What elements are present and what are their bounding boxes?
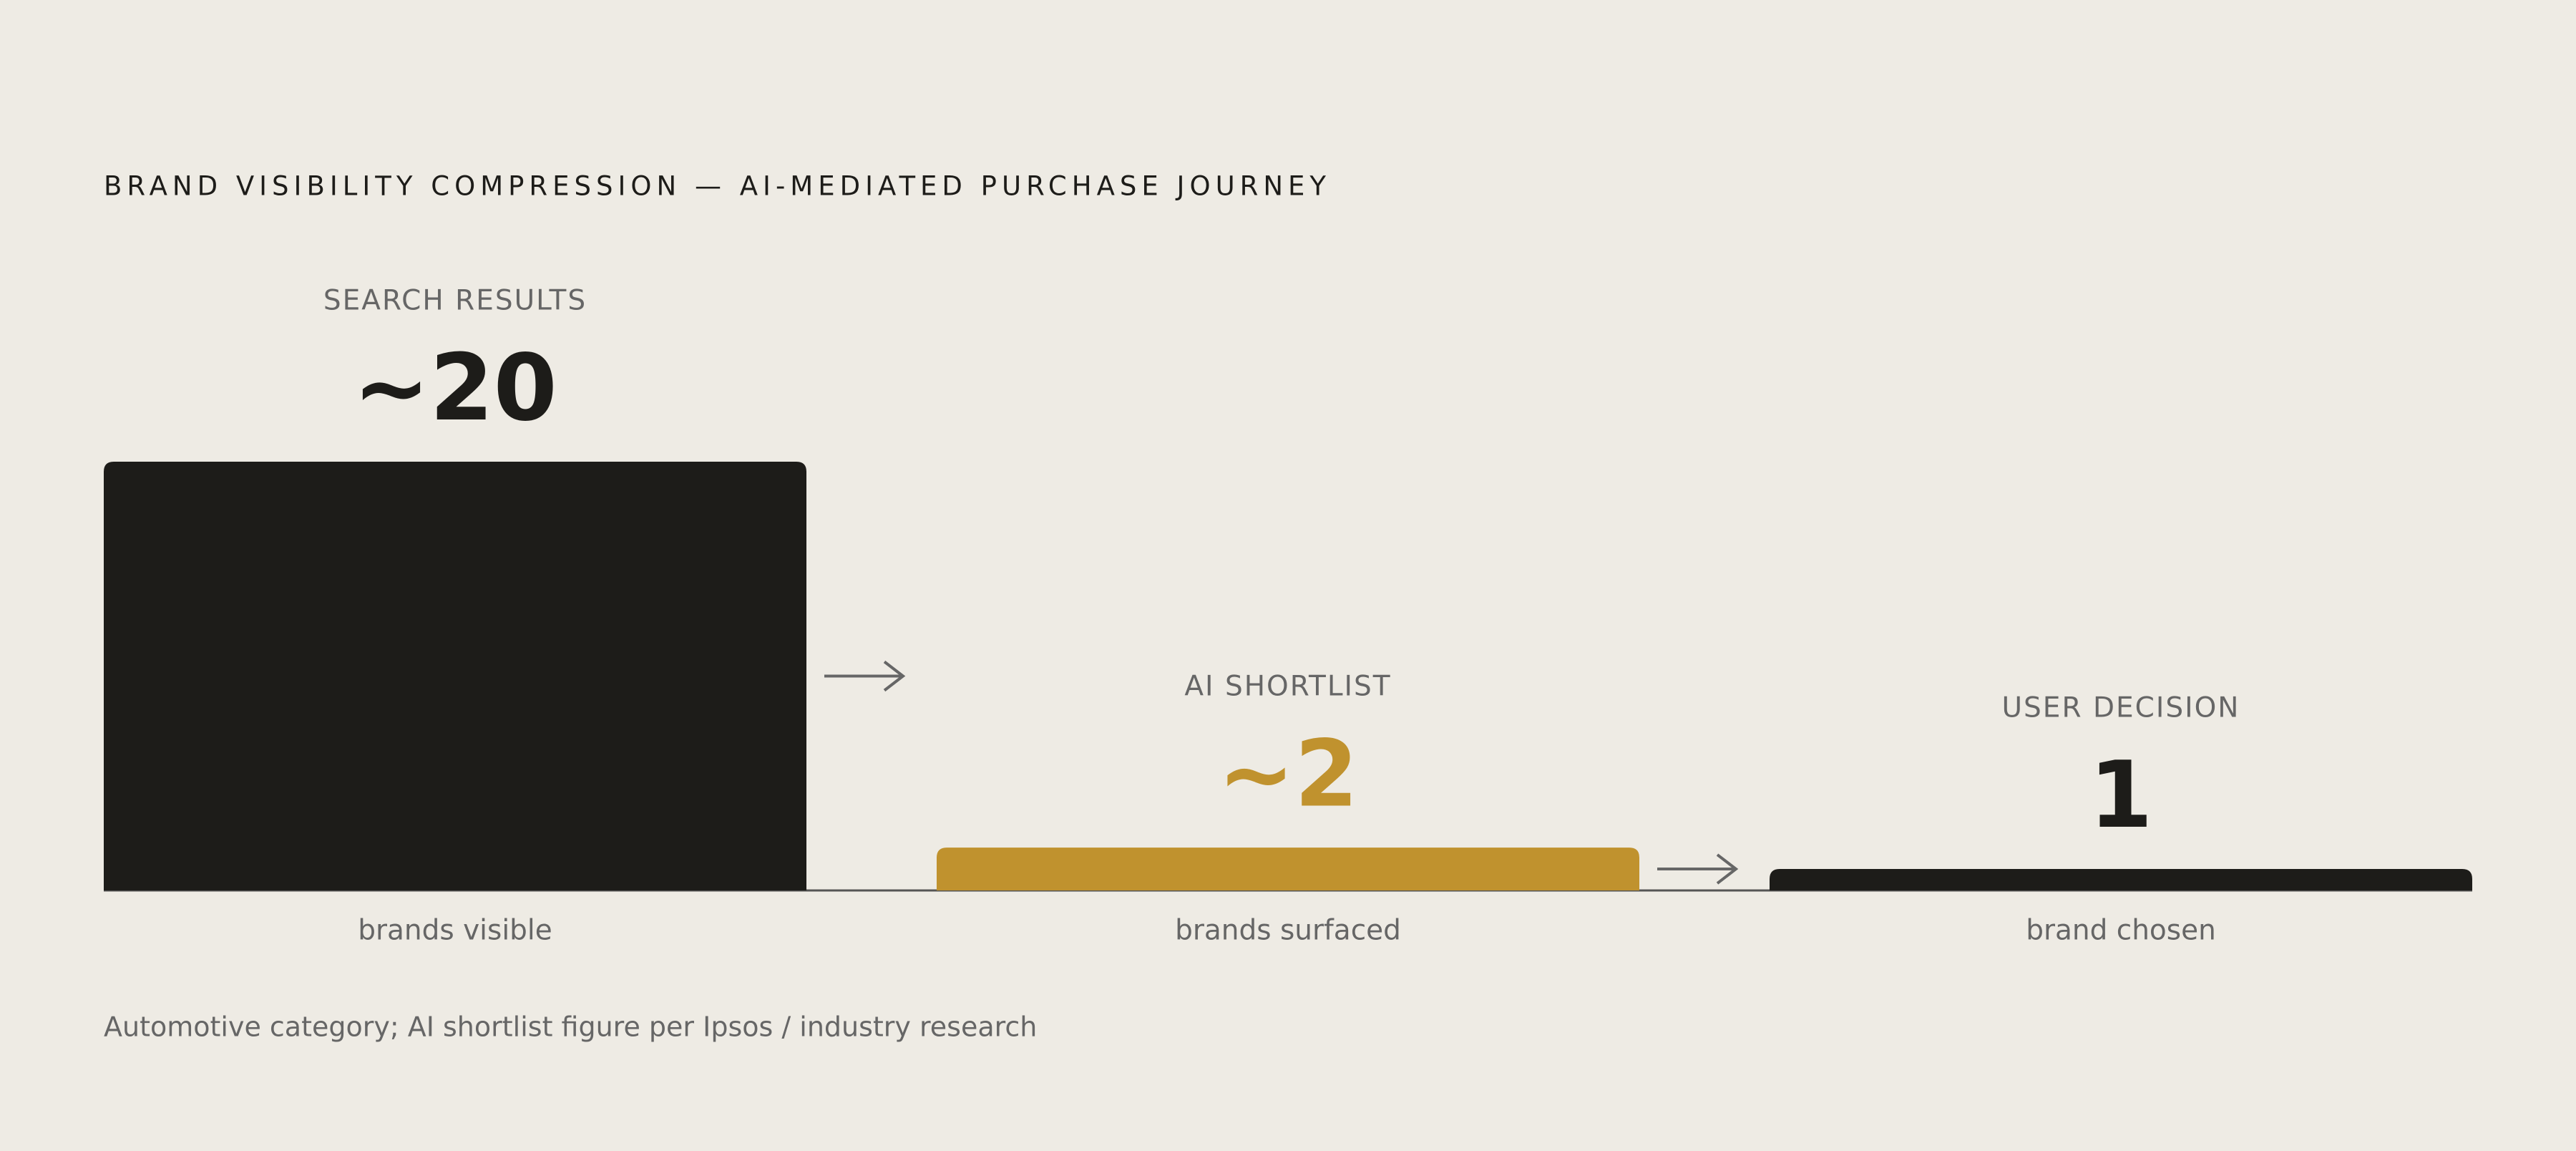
value-label: 1 [2089, 742, 2152, 849]
footnote: Automotive category; AI shortlist figure… [104, 1011, 1037, 1043]
sublabel: brand chosen [2026, 915, 2216, 947]
bar [104, 462, 806, 890]
arrow [1657, 853, 1739, 885]
value-label: ~2 [1218, 721, 1358, 827]
bar [1770, 869, 2472, 890]
category-label: USER DECISION [2002, 692, 2240, 724]
category-label: SEARCH RESULTS [323, 285, 587, 317]
sublabel: brands surfaced [1175, 915, 1401, 947]
category-label: AI SHORTLIST [1184, 671, 1391, 703]
chart-title: BRAND VISIBILITY COMPRESSION — AI-MEDIAT… [104, 171, 1331, 202]
bar [937, 848, 1639, 890]
sublabel: brands visible [358, 915, 552, 947]
value-label: ~20 [353, 335, 557, 442]
arrow [824, 660, 906, 692]
